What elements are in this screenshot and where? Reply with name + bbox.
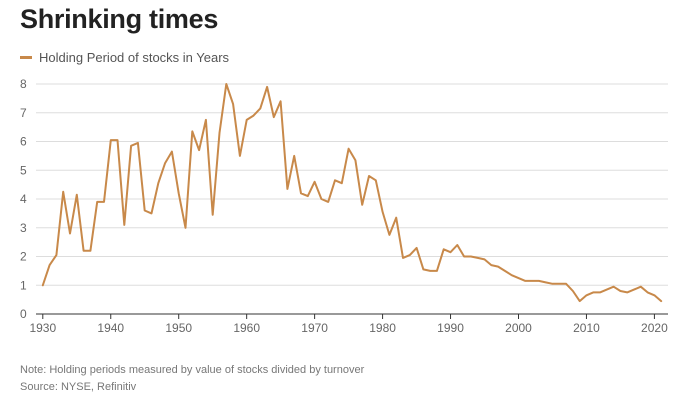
series-line-0 <box>41 83 663 303</box>
x-tick-label: 1990 <box>437 321 464 335</box>
legend-label: Holding Period of stocks in Years <box>39 49 230 65</box>
x-tick-label: 2020 <box>641 321 668 335</box>
chart-title: Shrinking times <box>20 4 219 34</box>
legend-swatch <box>20 55 32 59</box>
y-tick-label: 1 <box>20 278 27 292</box>
x-tick-label: 1980 <box>369 321 396 335</box>
y-tick-label: 8 <box>20 77 27 91</box>
y-tick-label: 3 <box>20 221 27 235</box>
x-tick-label: 2000 <box>505 321 532 335</box>
grid-lines <box>36 83 668 286</box>
y-tick-label: 2 <box>20 250 27 264</box>
x-tick-label: 1960 <box>233 321 260 335</box>
x-tick-label: 1970 <box>301 321 328 335</box>
chart-note: Note: Holding periods measured by value … <box>20 364 365 376</box>
x-axis-labels: 1930 1940 1950 1960 1970 1980 1990 2000 2010 2020 <box>29 321 668 335</box>
chart-legend: Holding Period of stocks in Years <box>20 48 229 66</box>
y-tick-label: 6 <box>20 135 27 149</box>
y-tick-label: 5 <box>20 163 27 177</box>
x-tick-label: 1950 <box>165 321 192 335</box>
series-layer <box>41 83 663 303</box>
x-tick-label: 2010 <box>573 321 600 335</box>
y-tick-label: 4 <box>20 192 27 206</box>
y-tick-label: 7 <box>20 106 27 120</box>
y-tick-label: 0 <box>20 307 27 321</box>
y-axis-labels: 0 1 2 3 4 5 6 7 8 <box>20 77 27 321</box>
x-axis <box>36 313 668 319</box>
x-tick-label: 1930 <box>29 321 56 335</box>
chart-source: Source: NYSE, Refinitiv <box>20 381 137 393</box>
x-tick-label: 1940 <box>97 321 124 335</box>
